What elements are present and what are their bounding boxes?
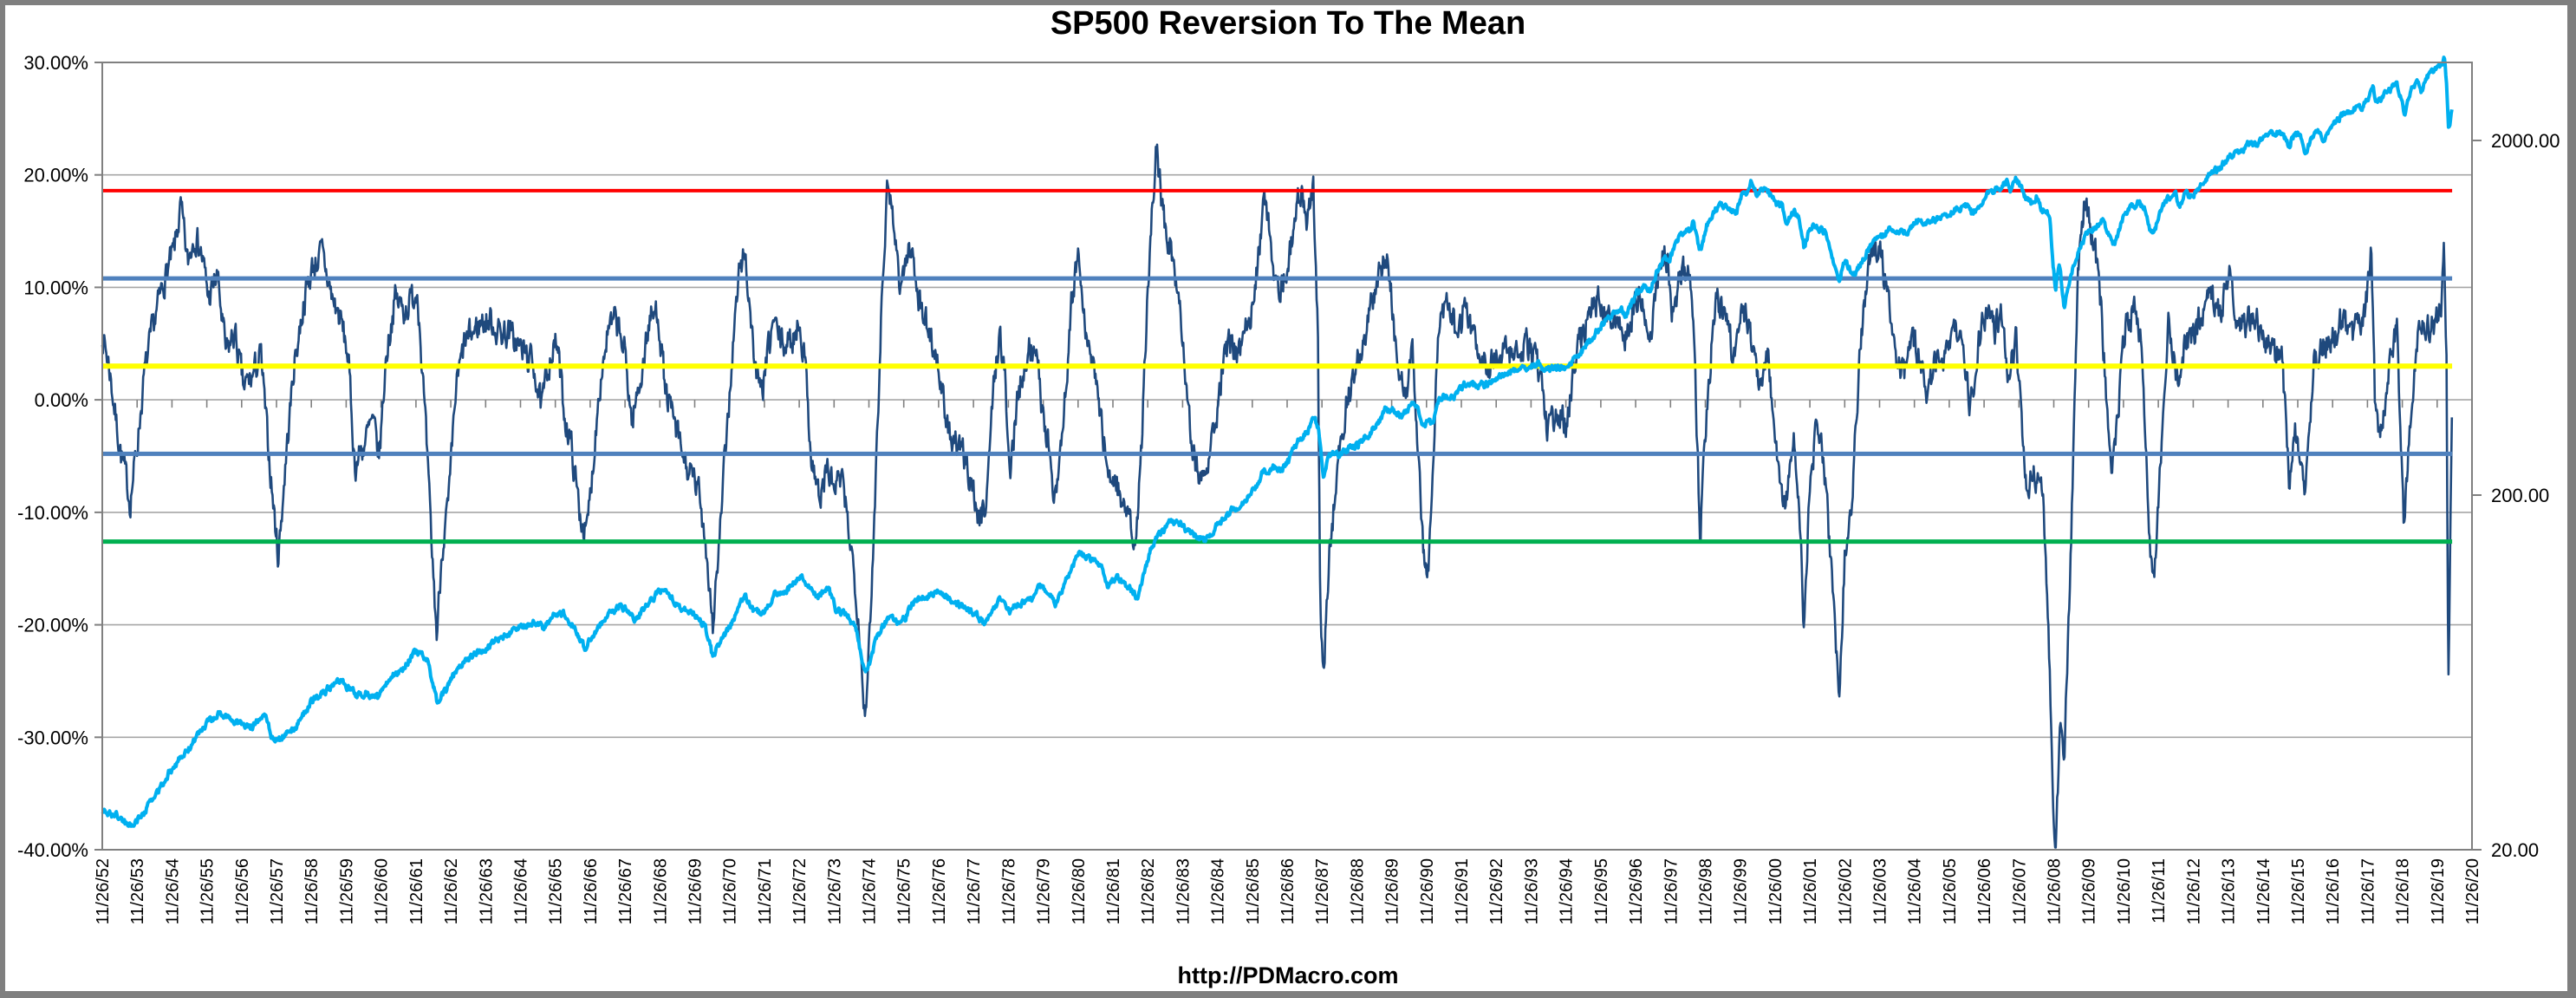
svg-text:11/26/91: 11/26/91 <box>1453 858 1472 924</box>
svg-text:11/26/90: 11/26/90 <box>1418 858 1437 924</box>
svg-text:11/26/81: 11/26/81 <box>1104 858 1123 924</box>
svg-text:11/26/52: 11/26/52 <box>94 858 113 924</box>
svg-text:11/26/20: 11/26/20 <box>2463 858 2482 924</box>
svg-text:11/26/93: 11/26/93 <box>1522 858 1541 924</box>
svg-text:11/26/72: 11/26/72 <box>790 858 810 924</box>
svg-text:11/26/55: 11/26/55 <box>198 858 218 924</box>
svg-text:11/26/86: 11/26/86 <box>1278 858 1298 924</box>
svg-text:11/26/15: 11/26/15 <box>2289 858 2308 924</box>
sp500-price-line <box>101 55 2454 828</box>
svg-text:11/26/74: 11/26/74 <box>861 858 880 924</box>
svg-text:11/26/57: 11/26/57 <box>268 858 287 924</box>
window-frame-left <box>0 0 5 998</box>
y-axis-labels: 30.00% 20.00% 10.00% 0.00% -10.00% -20.00% -30… <box>17 52 88 861</box>
svg-text:11/26/69: 11/26/69 <box>686 858 706 924</box>
svg-text:11/26/01: 11/26/01 <box>1801 858 1820 924</box>
svg-text:11/26/09: 11/26/09 <box>2080 858 2099 924</box>
svg-text:11/26/62: 11/26/62 <box>442 858 461 924</box>
svg-text:11/26/68: 11/26/68 <box>651 858 670 924</box>
svg-text:20.00%: 20.00% <box>23 165 88 186</box>
svg-text:20.00: 20.00 <box>2491 839 2539 861</box>
svg-text:11/26/77: 11/26/77 <box>965 858 984 924</box>
svg-text:11/26/64: 11/26/64 <box>512 858 531 924</box>
svg-text:11/26/19: 11/26/19 <box>2429 858 2448 924</box>
svg-text:11/26/99: 11/26/99 <box>1732 858 1751 924</box>
svg-text:11/26/08: 11/26/08 <box>2046 858 2065 924</box>
gridlines <box>102 62 2472 851</box>
svg-text:11/26/82: 11/26/82 <box>1139 858 1158 924</box>
svg-text:11/26/87: 11/26/87 <box>1313 858 1332 924</box>
svg-text:10.00%: 10.00% <box>23 277 88 298</box>
svg-text:11/26/84: 11/26/84 <box>1209 858 1228 924</box>
svg-text:11/26/98: 11/26/98 <box>1697 858 1716 924</box>
svg-text:11/26/02: 11/26/02 <box>1836 858 1855 924</box>
svg-text:11/26/76: 11/26/76 <box>930 858 949 924</box>
svg-text:11/26/00: 11/26/00 <box>1766 858 1786 924</box>
svg-text:11/26/03: 11/26/03 <box>1871 858 1890 924</box>
deviation-series-line <box>101 143 2454 849</box>
svg-text:30.00%: 30.00% <box>23 52 88 74</box>
svg-text:11/26/67: 11/26/67 <box>616 858 635 924</box>
svg-text:11/26/06: 11/26/06 <box>1975 858 1994 924</box>
svg-text:11/26/13: 11/26/13 <box>2220 858 2239 924</box>
svg-text:11/26/65: 11/26/65 <box>547 858 566 924</box>
reference-lines <box>102 188 2453 545</box>
svg-text:-20.00%: -20.00% <box>17 615 88 636</box>
svg-text:11/26/66: 11/26/66 <box>582 858 601 924</box>
svg-text:11/26/61: 11/26/61 <box>407 858 426 924</box>
svg-text:11/26/80: 11/26/80 <box>1070 858 1089 924</box>
svg-text:11/26/53: 11/26/53 <box>128 858 147 924</box>
svg-text:200.00: 200.00 <box>2491 485 2549 506</box>
svg-text:11/26/59: 11/26/59 <box>337 858 356 924</box>
svg-text:11/26/10: 11/26/10 <box>2115 858 2134 924</box>
svg-text:11/26/12: 11/26/12 <box>2184 858 2203 924</box>
svg-text:11/26/73: 11/26/73 <box>825 858 844 924</box>
svg-text:11/26/04: 11/26/04 <box>1906 858 1925 924</box>
svg-text:11/26/54: 11/26/54 <box>163 858 182 924</box>
right-axis-labels: 2000.00 200.00 20.00 <box>2491 130 2560 861</box>
window-frame-right <box>2567 0 2576 998</box>
svg-text:11/26/96: 11/26/96 <box>1627 858 1646 924</box>
window-frame-top <box>0 0 2576 5</box>
svg-text:11/26/16: 11/26/16 <box>2324 858 2343 924</box>
chart-title: SP500 Reversion To The Mean <box>1050 5 1526 42</box>
svg-text:11/26/88: 11/26/88 <box>1348 858 1367 924</box>
svg-text:11/26/11: 11/26/11 <box>2150 858 2169 923</box>
svg-text:11/26/07: 11/26/07 <box>2010 858 2029 924</box>
svg-text:2000.00: 2000.00 <box>2491 130 2560 152</box>
svg-text:11/26/71: 11/26/71 <box>756 858 775 924</box>
svg-text:11/26/18: 11/26/18 <box>2394 858 2413 924</box>
svg-text:11/26/14: 11/26/14 <box>2254 858 2274 924</box>
svg-text:11/26/83: 11/26/83 <box>1174 858 1193 924</box>
svg-text:11/26/94: 11/26/94 <box>1558 858 1577 924</box>
svg-text:11/26/17: 11/26/17 <box>2358 858 2378 924</box>
svg-text:11/26/78: 11/26/78 <box>999 858 1018 924</box>
svg-text:0.00%: 0.00% <box>35 389 88 411</box>
svg-text:-40.00%: -40.00% <box>17 839 88 861</box>
svg-text:11/26/56: 11/26/56 <box>233 858 252 924</box>
svg-text:11/26/63: 11/26/63 <box>477 858 496 924</box>
svg-text:11/26/89: 11/26/89 <box>1383 858 1402 924</box>
footer-url: http://PDMacro.com <box>1177 962 1399 988</box>
window-frame-bottom <box>0 991 2576 998</box>
svg-text:11/26/97: 11/26/97 <box>1662 858 1681 924</box>
svg-text:11/26/60: 11/26/60 <box>373 858 392 924</box>
svg-text:11/26/95: 11/26/95 <box>1592 858 1611 924</box>
svg-text:11/26/75: 11/26/75 <box>895 858 914 924</box>
plot-border <box>101 62 2473 851</box>
svg-text:-10.00%: -10.00% <box>17 502 88 524</box>
svg-text:11/26/92: 11/26/92 <box>1487 858 1506 924</box>
svg-text:11/26/85: 11/26/85 <box>1244 858 1263 924</box>
svg-text:11/26/05: 11/26/05 <box>1941 858 1960 924</box>
svg-text:11/26/70: 11/26/70 <box>721 858 740 924</box>
svg-text:11/26/79: 11/26/79 <box>1035 858 1054 924</box>
svg-text:-30.00%: -30.00% <box>17 727 88 748</box>
x-axis-labels: 11/26/52 11/26/53 11/26/54 11/26/55 11/26/56… <box>94 858 2482 924</box>
svg-text:11/26/58: 11/26/58 <box>302 858 322 924</box>
